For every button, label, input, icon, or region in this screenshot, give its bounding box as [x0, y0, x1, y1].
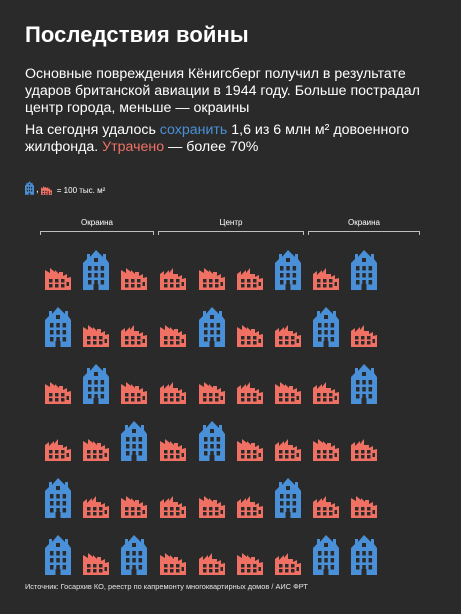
ruined-building-icon [275, 439, 301, 461]
ruined-building-icon [237, 325, 263, 347]
zone-bracket [308, 231, 420, 235]
ruined-building-icon [237, 496, 263, 518]
intact-building-icon [25, 181, 34, 195]
intact-building-icon [313, 307, 339, 347]
ruined-building-icon [45, 439, 71, 461]
intact-building-icon [199, 421, 225, 461]
ruined-building-icon [313, 268, 339, 290]
legend: , = 100 тыс. м² [25, 181, 105, 195]
ruined-building-icon [121, 496, 147, 518]
ruined-building-icon [160, 268, 186, 290]
ruined-building-icon [275, 325, 301, 347]
ruined-building-icon [160, 325, 186, 347]
ruined-building-icon [121, 268, 147, 290]
zone-outskirts-left: Окраина [40, 218, 154, 240]
ruined-building-icon [275, 553, 301, 575]
saved-word: сохранить [159, 122, 228, 138]
page-title: Последствия войны [25, 22, 249, 47]
zone-outskirts-right: Окраина [308, 218, 420, 240]
intact-building-icon [45, 535, 71, 575]
intact-building-icon [121, 535, 147, 575]
ruined-building-icon [199, 553, 225, 575]
ruined-building-icon [351, 496, 377, 518]
zone-label: Центр [219, 218, 243, 227]
intact-building-icon [83, 250, 109, 290]
intact-building-icon [45, 478, 71, 518]
ruined-building-icon [121, 382, 147, 404]
zone-label: Окраина [81, 218, 113, 227]
zone-center: Центр [158, 218, 304, 240]
ruined-building-icon [237, 382, 263, 404]
intact-building-icon [351, 364, 377, 404]
summary-after: — более 70% [164, 139, 259, 155]
summary-middle: 1,6 из 6 млн м² довоенного жилфонда. [25, 122, 409, 155]
ruined-building-icon [199, 496, 225, 518]
intact-building-icon [275, 478, 301, 518]
ruined-building-icon [160, 439, 186, 461]
zone-label: Окраина [348, 218, 380, 227]
ruined-building-icon [83, 325, 109, 347]
ruined-building-icon [313, 439, 339, 461]
intact-building-icon [275, 250, 301, 290]
ruined-building-icon [45, 382, 71, 404]
ruined-building-icon [351, 325, 377, 347]
ruined-building-icon [160, 382, 186, 404]
ruined-building-icon [237, 439, 263, 461]
ruined-building-icon [40, 186, 52, 195]
legend-text: = 100 тыс. м² [56, 186, 106, 195]
ruined-building-icon [160, 496, 186, 518]
ruined-building-icon [199, 382, 225, 404]
summary-before: На сегодня удалось [25, 122, 160, 138]
zone-axis: Окраина Центр Окраина [40, 218, 420, 240]
ruined-building-icon [237, 268, 263, 290]
intact-building-icon [83, 364, 109, 404]
ruined-building-icon [83, 553, 109, 575]
zone-bracket [158, 231, 304, 235]
ruined-building-icon [121, 325, 147, 347]
ruined-building-icon [83, 439, 109, 461]
ruined-building-icon [160, 553, 186, 575]
ruined-building-icon [313, 382, 339, 404]
intact-building-icon [351, 535, 377, 575]
intact-building-icon [45, 307, 71, 347]
ruined-building-icon [83, 496, 109, 518]
ruined-building-icon [237, 553, 263, 575]
summary-text: На сегодня удалось сохранить 1,6 из 6 мл… [25, 122, 445, 156]
ruined-building-icon [275, 382, 301, 404]
intact-building-icon [351, 250, 377, 290]
zone-bracket [40, 231, 154, 235]
lead-text: Основные повреждения Кёнигсберг получил … [25, 66, 420, 116]
intact-building-icon [313, 535, 339, 575]
lost-word: Утрачено [102, 139, 165, 155]
ruined-building-icon [45, 268, 71, 290]
ruined-building-icon [199, 268, 225, 290]
ruined-building-icon [351, 439, 377, 461]
source-note: Источник: Госархив КО, реестр по капремо… [25, 582, 308, 591]
ruined-building-icon [313, 496, 339, 518]
intact-building-icon [121, 421, 147, 461]
legend-sep: , [36, 184, 39, 195]
intact-building-icon [199, 307, 225, 347]
